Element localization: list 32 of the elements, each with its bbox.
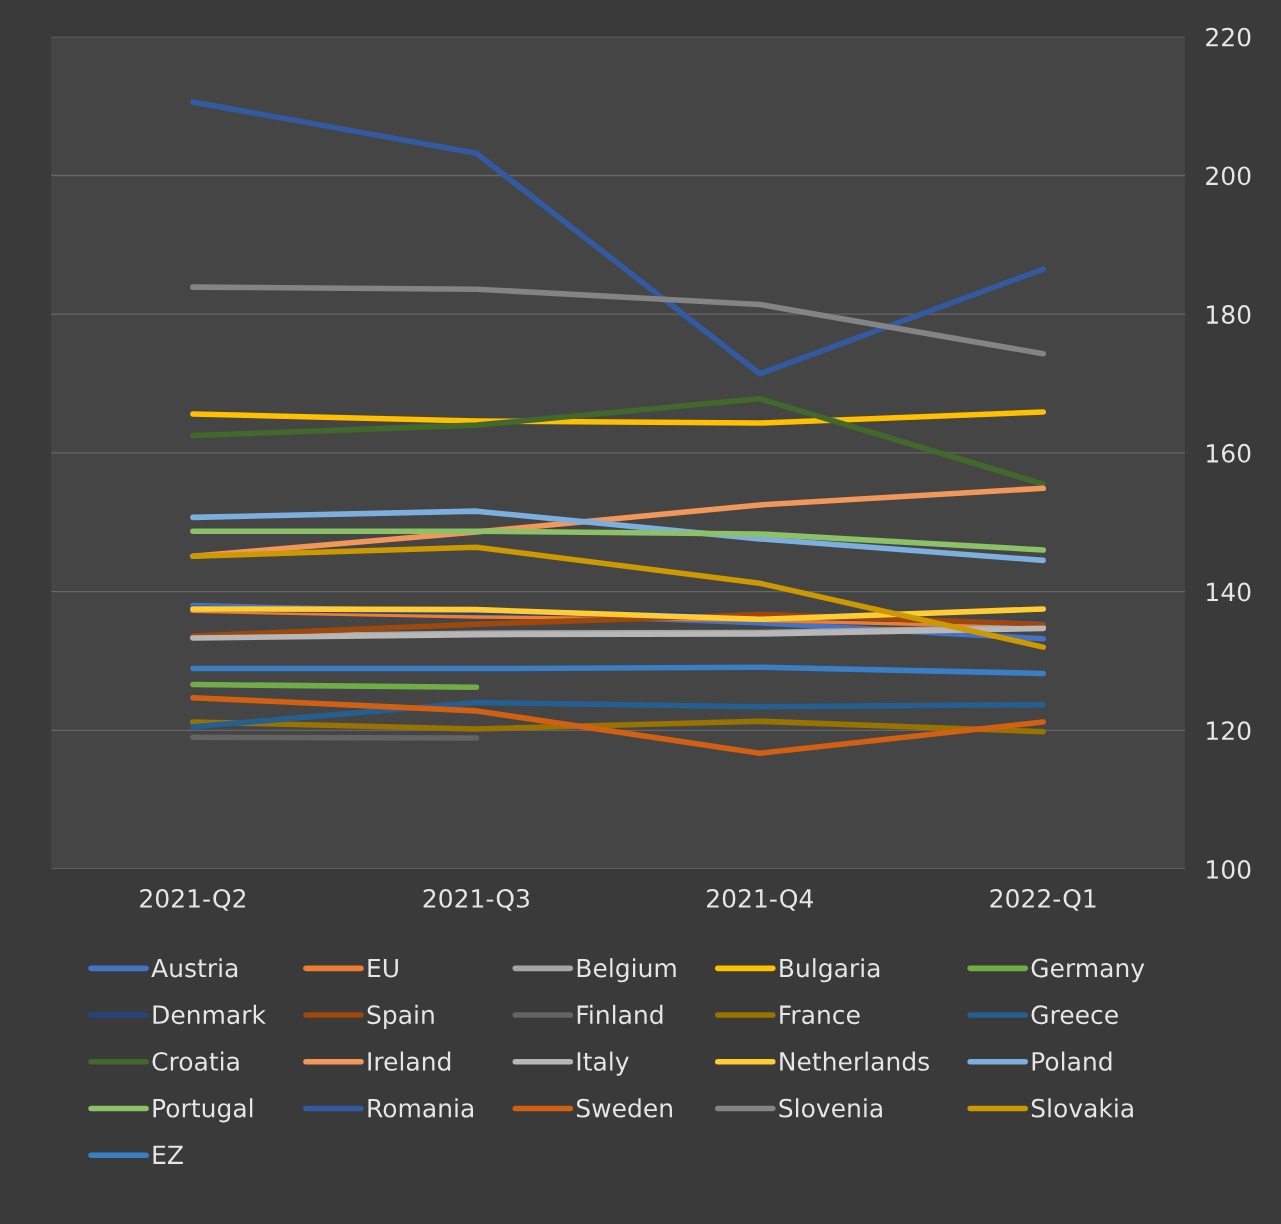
legend-label: Romania: [368, 1098, 474, 1118]
legend-label: Austria: [151, 958, 238, 978]
x-tick-label: 2021-Q3: [423, 888, 529, 911]
y-tick-label: 200: [1206, 166, 1251, 186]
legend-label: Italy: [577, 1051, 629, 1076]
legend-label: France: [780, 1005, 860, 1025]
y-tick-label: 120: [1207, 721, 1251, 741]
x-tick-label: 2022-Q1: [990, 888, 1096, 911]
y-tick-label: 220: [1206, 27, 1251, 47]
y-tick-label: 100: [1207, 859, 1251, 879]
legend-label: Slovakia: [1031, 1098, 1133, 1118]
legend-label: Netherlands: [780, 1051, 929, 1071]
legend-label: Germany: [1031, 958, 1145, 983]
legend-label: Sweden: [576, 1098, 672, 1118]
x-tick-label: 2021-Q4: [707, 888, 813, 911]
legend-label: Belgium: [577, 958, 676, 983]
y-tick-label: 140: [1207, 582, 1251, 602]
y-tick-label: 160: [1207, 443, 1251, 463]
legend-label: Greece: [1031, 1005, 1118, 1025]
legend-label: EU: [368, 958, 398, 978]
legend-label: Denmark: [153, 1004, 266, 1025]
legend-label: Portugal: [153, 1098, 253, 1123]
legend-label: Poland: [1032, 1051, 1112, 1071]
legend-label: Slovenia: [779, 1098, 882, 1118]
legend-label: Spain: [367, 1004, 434, 1030]
y-tick-label: 180: [1207, 305, 1251, 325]
x-tick-label: 2021-Q2: [140, 888, 246, 911]
legend-label: Bulgaria: [780, 958, 880, 983]
legend-label: Croatia: [152, 1051, 239, 1071]
legend-label: EZ: [153, 1145, 183, 1164]
legend-label: Finland: [577, 1004, 663, 1025]
legend-label: Ireland: [368, 1051, 451, 1071]
